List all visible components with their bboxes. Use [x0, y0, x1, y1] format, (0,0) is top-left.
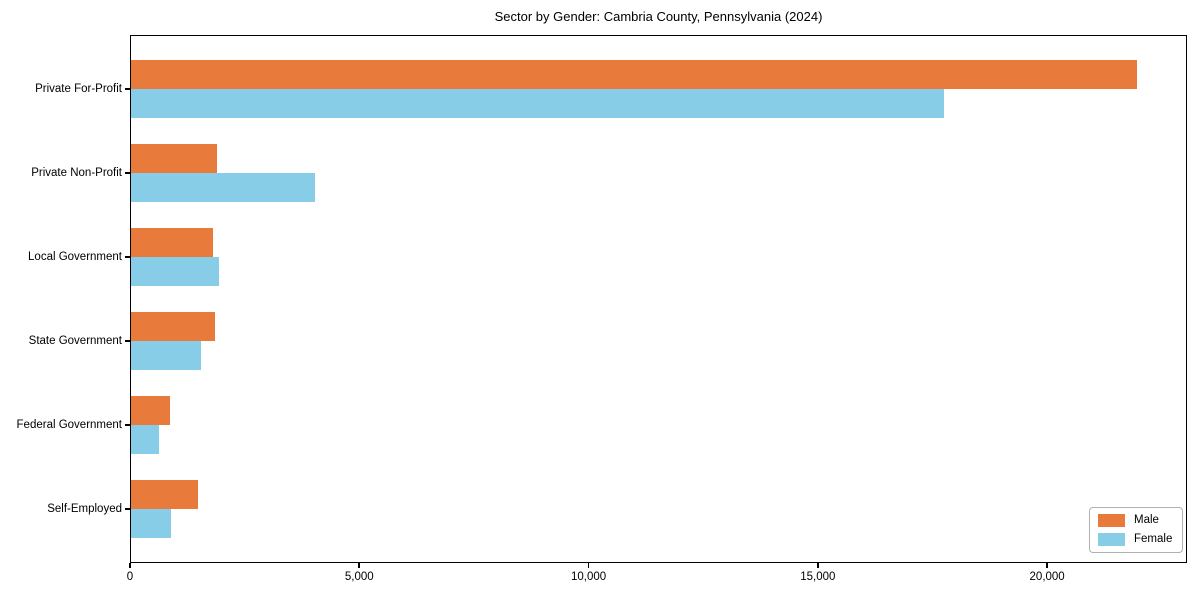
x-tick-label-20-000: 20,000 [1029, 571, 1065, 583]
y-tick-label-private-non-profit: Private Non-Profit [31, 166, 122, 179]
legend-label-female: Female [1134, 533, 1173, 545]
y-tick-mark [125, 508, 130, 511]
legend-entry-female: Female [1098, 533, 1172, 546]
y-tick-mark [125, 172, 130, 174]
x-tick-mark [587, 563, 590, 568]
y-tick-label-self-employed: Self-Employed [47, 503, 122, 516]
x-tick-mark [358, 563, 361, 568]
plot-area [130, 35, 1187, 563]
bar-male-local-government [130, 227, 213, 257]
bar-male-self-employed [130, 480, 198, 510]
y-tick-mark [125, 424, 130, 426]
bar-male-private-non-profit [130, 143, 218, 173]
bar-male-private-for-profit [130, 59, 1137, 89]
chart-title: Sector by Gender: Cambria County, Pennsy… [494, 9, 823, 24]
y-tick-label-federal-government: Federal Government [16, 419, 122, 432]
y-tick-mark [125, 256, 130, 258]
legend: Male Female [1089, 507, 1184, 553]
legend-label-male: Male [1134, 514, 1159, 526]
bar-female-self-employed [130, 509, 171, 539]
bar-female-local-government [130, 256, 220, 286]
legend-swatch-male [1098, 514, 1125, 527]
bar-female-private-for-profit [130, 88, 944, 118]
bar-female-state-government [130, 341, 202, 371]
x-tick-mark [129, 563, 131, 568]
x-tick-mark [817, 563, 819, 568]
y-tick-label-local-government: Local Government [28, 250, 122, 263]
bar-female-private-non-profit [130, 172, 315, 202]
x-tick-label-0: 0 [126, 571, 134, 583]
x-tick-label-10-000: 10,000 [570, 571, 607, 583]
x-tick-label-15-000: 15,000 [800, 571, 836, 583]
x-tick-label-5-000: 5,000 [344, 571, 374, 583]
legend-entry-male: Male [1098, 514, 1172, 527]
bar-female-federal-government [130, 425, 159, 455]
y-tick-label-private-for-profit: Private For-Profit [35, 82, 122, 95]
bar-male-federal-government [130, 396, 170, 426]
bar-male-state-government [130, 312, 215, 342]
legend-swatch-female [1098, 533, 1125, 546]
x-tick-mark [1046, 563, 1048, 568]
y-tick-mark [125, 340, 130, 342]
y-tick-mark [125, 87, 130, 90]
y-tick-label-state-government: State Government [28, 335, 122, 348]
